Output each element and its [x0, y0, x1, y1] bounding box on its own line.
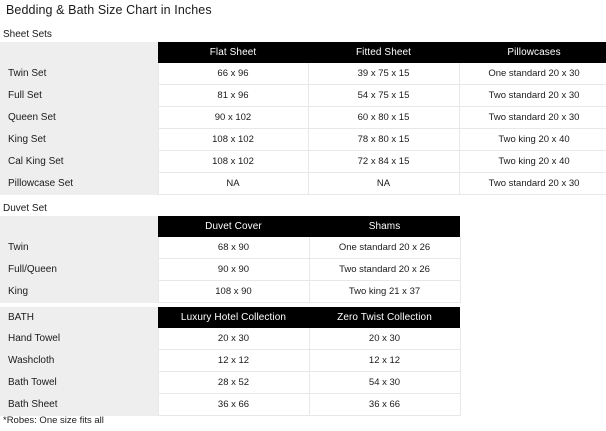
- cell-king-flat: 108 x 102: [157, 128, 309, 151]
- bath-table: BATH Luxury Hotel Collection Zero Twist …: [0, 307, 606, 416]
- row-label-bath-towel: Bath Towel: [0, 371, 158, 394]
- cell-queen-pillow: Two standard 20 x 30: [459, 106, 606, 129]
- table-header-row: Flat Sheet Fitted Sheet Pillowcases: [0, 42, 606, 63]
- cell-empty-tail: [460, 216, 606, 237]
- cell-king-pillow: Two king 20 x 40: [459, 128, 606, 151]
- row-label-duvet-king: King: [0, 280, 158, 303]
- bath-table-block: BATH Luxury Hotel Collection Zero Twist …: [0, 307, 606, 416]
- cell-full-fitted: 54 x 75 x 15: [308, 84, 460, 107]
- cell-full-flat: 81 x 96: [157, 84, 309, 107]
- cell-pillowcase-flat: NA: [157, 172, 309, 195]
- cell-empty-tail: [460, 280, 606, 303]
- sheet-sets-table: Flat Sheet Fitted Sheet Pillowcases Twin…: [0, 42, 606, 195]
- column-header-luxury-hotel-collection: Luxury Hotel Collection: [158, 307, 309, 328]
- cell-queen-flat: 90 x 102: [157, 106, 309, 129]
- cell-cal-king-pillow: Two king 20 x 40: [459, 150, 606, 173]
- table-header-row: Duvet Cover Shams: [0, 216, 606, 237]
- duvet-set-table: Duvet Cover Shams Twin 68 x 90 One stand…: [0, 216, 606, 303]
- cell-bath-sheet-luxury: 36 x 66: [157, 393, 310, 416]
- row-label-empty: [0, 42, 158, 63]
- cell-twin-fitted: 39 x 75 x 15: [308, 63, 460, 85]
- column-header-flat-sheet: Flat Sheet: [158, 42, 308, 63]
- cell-bath-towel-zero: 54 x 30: [309, 371, 461, 394]
- page-title: Bedding & Bath Size Chart in Inches: [6, 3, 212, 17]
- table-row: Cal King Set 108 x 102 72 x 84 x 15 Two …: [0, 150, 606, 173]
- column-header-pillowcases: Pillowcases: [459, 42, 606, 63]
- cell-empty-tail: [460, 258, 606, 281]
- table-row: Queen Set 90 x 102 60 x 80 x 15 Two stan…: [0, 106, 606, 129]
- cell-empty-tail: [460, 393, 606, 416]
- cell-pillowcase-pillow: Two standard 20 x 30: [459, 172, 606, 195]
- table-row: Washcloth 12 x 12 12 x 12: [0, 349, 606, 372]
- cell-empty-tail: [460, 307, 606, 328]
- row-label-hand-towel: Hand Towel: [0, 328, 158, 350]
- cell-hand-towel-luxury: 20 x 30: [157, 328, 310, 350]
- row-label-washcloth: Washcloth: [0, 349, 158, 372]
- table-row: King 108 x 90 Two king 21 x 37: [0, 280, 606, 303]
- row-label-queen-set: Queen Set: [0, 106, 158, 129]
- cell-twin-flat: 66 x 96: [157, 63, 309, 85]
- table-row: Bath Sheet 36 x 66 36 x 66: [0, 393, 606, 416]
- cell-bath-sheet-zero: 36 x 66: [309, 393, 461, 416]
- cell-washcloth-luxury: 12 x 12: [157, 349, 310, 372]
- cell-empty-tail: [460, 349, 606, 372]
- row-label-twin-set: Twin Set: [0, 63, 158, 85]
- row-label-bath-sheet: Bath Sheet: [0, 393, 158, 416]
- table-row: Bath Towel 28 x 52 54 x 30: [0, 371, 606, 394]
- cell-empty-tail: [460, 371, 606, 394]
- row-label-full-set: Full Set: [0, 84, 158, 107]
- duvet-set-table-block: Duvet Cover Shams Twin 68 x 90 One stand…: [0, 216, 606, 303]
- row-label-duvet-full-queen: Full/Queen: [0, 258, 158, 281]
- cell-washcloth-zero: 12 x 12: [309, 349, 461, 372]
- table-row: Hand Towel 20 x 30 20 x 30: [0, 328, 606, 350]
- cell-twin-pillow: One standard 20 x 30: [459, 63, 606, 85]
- section-label-sheet-sets: Sheet Sets: [3, 29, 52, 40]
- column-header-duvet-cover: Duvet Cover: [158, 216, 309, 237]
- footnote-robes: *Robes: One size fits all: [3, 415, 104, 426]
- cell-cal-king-fitted: 72 x 84 x 15: [308, 150, 460, 173]
- row-label-duvet-twin: Twin: [0, 237, 158, 259]
- cell-duvet-full-queen-cover: 90 x 90: [157, 258, 310, 281]
- cell-empty-tail: [460, 237, 606, 259]
- cell-duvet-twin-shams: One standard 20 x 26: [309, 237, 461, 259]
- sheet-sets-table-block: Flat Sheet Fitted Sheet Pillowcases Twin…: [0, 42, 606, 195]
- row-label-bath: BATH: [0, 307, 158, 328]
- table-header-row: BATH Luxury Hotel Collection Zero Twist …: [0, 307, 606, 328]
- row-label-empty: [0, 216, 158, 237]
- cell-cal-king-flat: 108 x 102: [157, 150, 309, 173]
- cell-hand-towel-zero: 20 x 30: [309, 328, 461, 350]
- cell-king-fitted: 78 x 80 x 15: [308, 128, 460, 151]
- cell-duvet-full-queen-shams: Two standard 20 x 26: [309, 258, 461, 281]
- row-label-king-set: King Set: [0, 128, 158, 151]
- cell-pillowcase-fitted: NA: [308, 172, 460, 195]
- section-label-duvet-set: Duvet Set: [3, 203, 47, 214]
- row-label-cal-king-set: Cal King Set: [0, 150, 158, 173]
- cell-full-pillow: Two standard 20 x 30: [459, 84, 606, 107]
- cell-queen-fitted: 60 x 80 x 15: [308, 106, 460, 129]
- table-row: King Set 108 x 102 78 x 80 x 15 Two king…: [0, 128, 606, 151]
- table-row: Full/Queen 90 x 90 Two standard 20 x 26: [0, 258, 606, 281]
- table-row: Pillowcase Set NA NA Two standard 20 x 3…: [0, 172, 606, 195]
- column-header-shams: Shams: [309, 216, 460, 237]
- cell-duvet-twin-cover: 68 x 90: [157, 237, 310, 259]
- row-label-pillowcase-set: Pillowcase Set: [0, 172, 158, 195]
- cell-empty-tail: [460, 328, 606, 350]
- table-row: Full Set 81 x 96 54 x 75 x 15 Two standa…: [0, 84, 606, 107]
- table-row: Twin Set 66 x 96 39 x 75 x 15 One standa…: [0, 63, 606, 85]
- column-header-fitted-sheet: Fitted Sheet: [308, 42, 459, 63]
- table-row: Twin 68 x 90 One standard 20 x 26: [0, 237, 606, 259]
- cell-bath-towel-luxury: 28 x 52: [157, 371, 310, 394]
- cell-duvet-king-shams: Two king 21 x 37: [309, 280, 461, 303]
- cell-duvet-king-cover: 108 x 90: [157, 280, 310, 303]
- column-header-zero-twist-collection: Zero Twist Collection: [309, 307, 460, 328]
